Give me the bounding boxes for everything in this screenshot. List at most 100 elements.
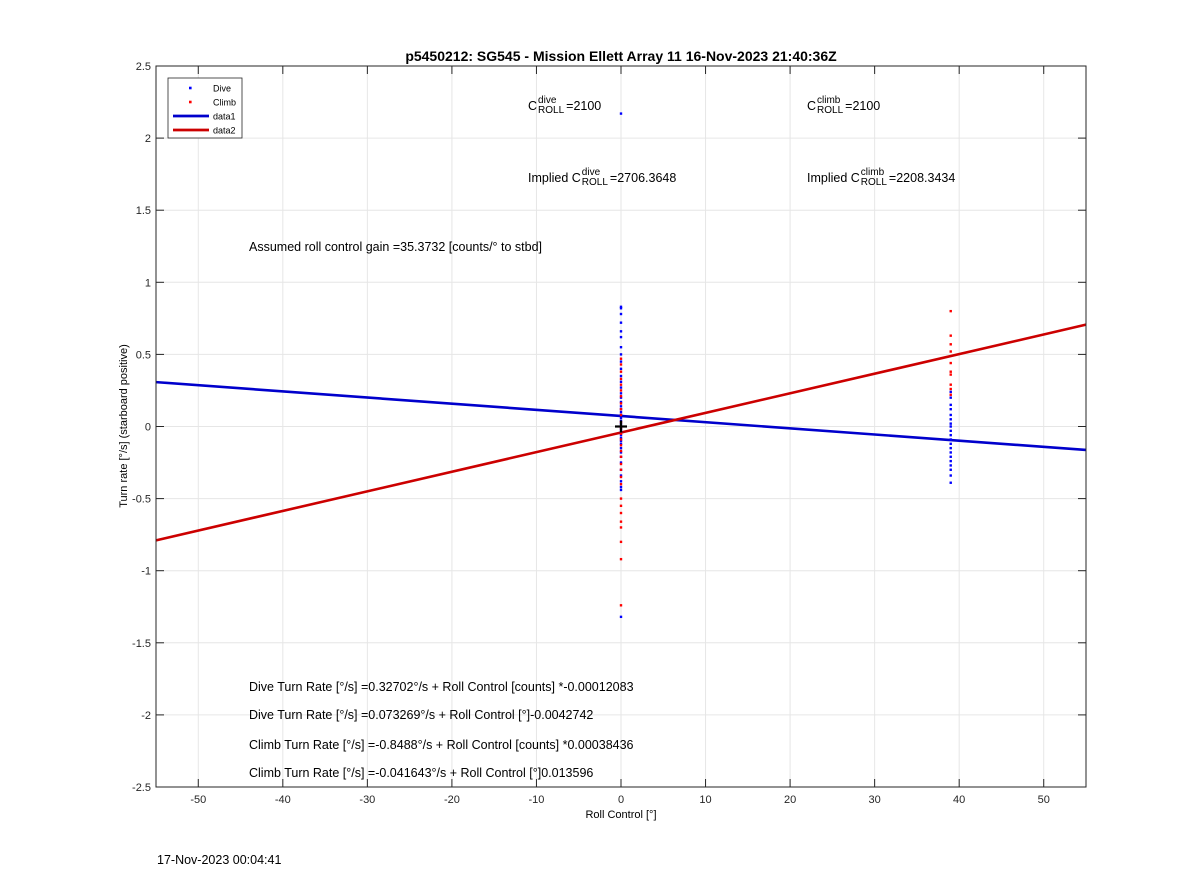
y-tick-label: -1: [141, 566, 151, 578]
footer-timestamp: 17-Nov-2023 00:04:41: [157, 853, 282, 867]
point-climb: [619, 370, 623, 373]
point-dive: [619, 360, 623, 363]
x-axis-label: Roll Control [°]: [585, 809, 656, 821]
c-climb-sup: climb: [817, 95, 841, 106]
point-climb: [619, 413, 623, 417]
point-dive: [619, 474, 623, 477]
point-dive: [619, 353, 623, 356]
implied-climb-value: =2208.3434: [888, 170, 956, 185]
implied-dive-value: =2706.3648: [609, 170, 677, 185]
point-dive: [949, 442, 952, 446]
point-dive: [619, 485, 623, 489]
x-tick-label: -30: [359, 794, 375, 806]
point-climb: [619, 557, 623, 561]
x-tick-label: -50: [190, 794, 206, 806]
point-climb: [949, 373, 952, 376]
y-tick-label: -2: [141, 710, 151, 722]
point-dive: [619, 374, 623, 378]
point-dive: [619, 436, 623, 440]
point-climb: [619, 520, 623, 523]
implied-dive-sup: dive: [581, 167, 601, 178]
c-climb-base: C: [807, 98, 817, 113]
implied-dive-sub: ROLL: [581, 177, 608, 188]
y-tick-label: 2.5: [136, 61, 151, 73]
implied-dive-annotation: Implied C dive ROLL =2706.3648: [528, 168, 676, 188]
point-dive: [949, 468, 952, 471]
point-dive: [619, 307, 623, 310]
legend-label-climb: Climb: [213, 98, 236, 108]
point-dive: [619, 405, 623, 408]
point-dive: [619, 335, 623, 339]
x-tick-label: -10: [529, 794, 545, 806]
c-climb-sub: ROLL: [817, 105, 844, 116]
point-dive: [949, 425, 952, 428]
x-tick-label: 30: [869, 794, 881, 806]
y-tick-label: -2.5: [132, 782, 151, 794]
point-dive: [949, 474, 952, 477]
implied-climb-sup: climb: [860, 167, 885, 178]
implied-climb-prefix: Implied C: [807, 170, 860, 185]
point-dive: [949, 464, 952, 467]
point-dive: [619, 615, 623, 619]
point-dive: [619, 396, 623, 399]
point-dive: [619, 400, 623, 404]
y-axis-label: Turn rate [°/s] (starboard positive): [118, 344, 130, 508]
point-climb: [619, 444, 623, 447]
implied-dive-prefix: Implied C: [528, 170, 581, 185]
point-dive: [949, 422, 952, 425]
point-dive: [619, 321, 623, 324]
implied-climb-sub: ROLL: [860, 177, 887, 188]
equation-climb-counts: Climb Turn Rate [°/s] =-0.8488°/s + Roll…: [249, 738, 634, 752]
point-climb: [619, 383, 623, 386]
legend: Dive Climb data1 data2: [167, 77, 243, 139]
y-tick-label: -0.5: [132, 494, 151, 506]
point-dive: [949, 433, 952, 437]
point-climb: [949, 387, 952, 391]
point-dive: [619, 433, 623, 437]
point-climb: [949, 361, 952, 365]
point-climb: [619, 540, 623, 544]
point-dive: [619, 112, 623, 115]
point-climb: [949, 334, 952, 337]
point-climb: [619, 475, 623, 479]
point-climb: [619, 462, 623, 466]
point-dive: [949, 403, 952, 407]
point-climb: [619, 497, 623, 500]
point-dive: [619, 461, 623, 464]
point-climb: [619, 363, 623, 366]
point-climb: [619, 389, 623, 392]
c-dive-sup: dive: [538, 95, 557, 106]
point-climb: [619, 455, 623, 458]
point-dive: [949, 396, 952, 399]
point-climb: [619, 395, 623, 398]
x-tick-label: 20: [784, 794, 796, 806]
point-dive: [949, 451, 952, 454]
data-points: [619, 112, 952, 619]
legend-marker-dive: [189, 86, 192, 90]
point-climb: [949, 343, 952, 346]
point-climb: [949, 350, 952, 353]
x-tick-label: 40: [953, 794, 965, 806]
point-climb: [619, 526, 623, 529]
point-dive: [949, 459, 952, 463]
legend-label-data2: data2: [213, 126, 236, 136]
equation-dive-counts: Dive Turn Rate [°/s] =0.32702°/s + Roll …: [249, 680, 634, 694]
point-climb: [619, 604, 623, 607]
point-climb: [619, 377, 623, 381]
y-tick-label: 0: [145, 422, 151, 434]
point-climb: [949, 383, 952, 386]
ticks: [156, 65, 1086, 788]
point-dive: [949, 455, 952, 458]
c-climb-annotation: C climb ROLL =2100: [807, 96, 880, 116]
point-dive: [619, 367, 623, 371]
point-climb: [619, 357, 623, 360]
point-climb: [619, 432, 623, 435]
point-dive: [619, 442, 623, 446]
point-dive: [619, 439, 623, 443]
c-climb-value: =2100: [845, 98, 881, 113]
point-dive: [619, 312, 623, 316]
point-dive: [619, 446, 623, 450]
point-dive: [619, 488, 623, 492]
point-climb: [619, 482, 623, 486]
